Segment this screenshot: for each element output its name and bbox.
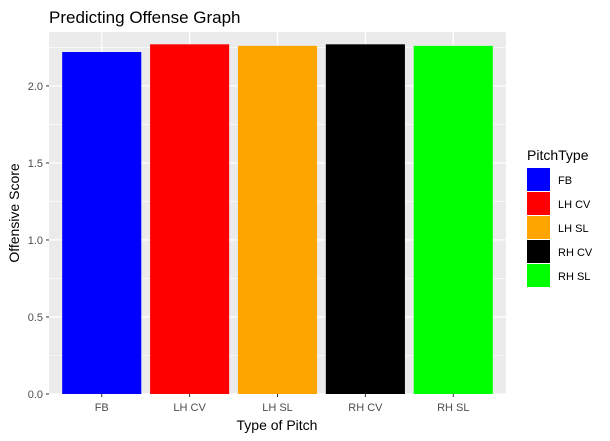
y-tick-label: 1.5 xyxy=(28,158,43,170)
chart-title: Predicting Offense Graph xyxy=(49,8,241,27)
bars xyxy=(62,44,493,395)
y-axis-title: Offensive Score xyxy=(6,163,22,263)
y-tick-label: 0.0 xyxy=(28,389,43,401)
y-tick-label: 0.5 xyxy=(28,312,43,324)
legend-label: LH CV xyxy=(558,199,591,211)
bar-fb xyxy=(62,52,142,394)
bar-lh-sl xyxy=(237,45,318,394)
legend-items: FB LH CV LH SL RH CV RH SL xyxy=(527,168,593,287)
legend-key xyxy=(527,192,550,215)
x-tick-label: RH CV xyxy=(348,402,383,414)
legend-key xyxy=(527,168,550,191)
y-tick-label: 1.0 xyxy=(28,235,43,247)
bar-rh-sl xyxy=(413,45,493,394)
legend-label: LH SL xyxy=(558,223,589,235)
x-axis-title: Type of Pitch xyxy=(237,417,318,433)
legend-label: RH SL xyxy=(558,271,590,283)
x-tick-label: LH CV xyxy=(173,402,206,414)
legend-title: PitchType xyxy=(527,147,589,163)
bar-rh-cv xyxy=(325,44,405,395)
y-axis-ticks: 0.0 0.5 1.0 1.5 2.0 xyxy=(28,81,49,401)
legend-key xyxy=(527,264,550,287)
legend-key xyxy=(527,240,550,263)
x-axis-ticks: FB LH CV LH SL RH CV RH SL xyxy=(95,394,469,414)
legend: PitchType FB LH CV LH SL RH CV RH SL xyxy=(527,147,593,287)
legend-key xyxy=(527,216,550,239)
legend-label: RH CV xyxy=(558,247,593,259)
bar-lh-cv xyxy=(150,44,230,395)
y-tick-label: 2.0 xyxy=(28,81,43,93)
x-tick-label: FB xyxy=(95,402,109,414)
x-tick-label: LH SL xyxy=(262,402,293,414)
legend-label: FB xyxy=(558,175,572,187)
x-tick-label: RH SL xyxy=(437,402,469,414)
